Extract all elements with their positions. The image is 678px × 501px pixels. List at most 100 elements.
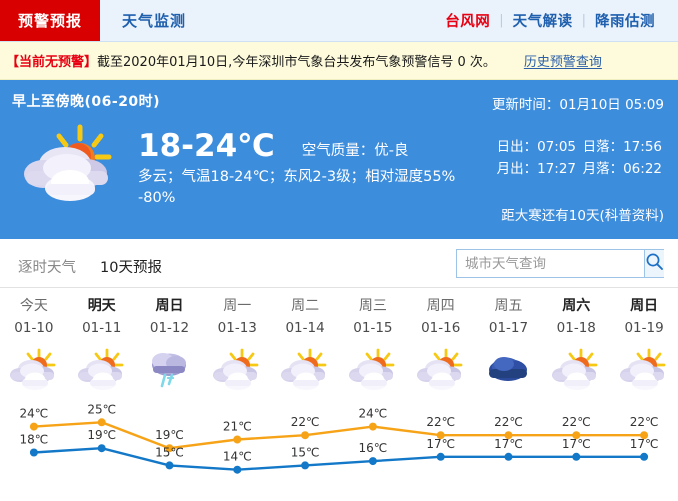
- sunset-time: 日落：17:56: [582, 139, 662, 155]
- current-weather-panel: 早上至傍晚(06-20时): [0, 80, 678, 239]
- nav-link-rain-estimation[interactable]: 降雨估测: [595, 14, 655, 30]
- forecast-icon-row: [0, 346, 678, 398]
- forecast-day-header[interactable]: 周二 01-14: [271, 296, 339, 344]
- low-temp-label: 19℃: [87, 428, 116, 442]
- forecast-date: 01-15: [353, 319, 393, 336]
- forecast-weekday: 周二: [291, 298, 320, 314]
- forecast-weekday: 周四: [426, 298, 455, 314]
- sunrise-time: 日出：07:05: [496, 139, 576, 155]
- nav-link-typhoon[interactable]: 台风网: [445, 14, 491, 30]
- forecast-icon-cell: [203, 346, 271, 398]
- low-temp-point[interactable]: [165, 461, 174, 470]
- forecast-day-header[interactable]: 周一 01-13: [203, 296, 271, 344]
- low-temp-label: 15℃: [155, 445, 184, 459]
- nav-separator: |: [499, 13, 504, 28]
- forecast-day-headers: 今天 01-10 明天 01-11 周日 01-12 周一 01-13 周二 01-14 周三 01-…: [0, 296, 678, 344]
- tab-hourly-weather[interactable]: 逐时天气: [18, 260, 76, 276]
- sun-moon-times: 日出：07:05 日落：17:56 月出：17:27 月落：06:22: [497, 136, 662, 180]
- low-temp-line: [33, 447, 645, 471]
- high-temp-point[interactable]: [436, 431, 445, 440]
- forecast-icon-cell: [0, 346, 68, 398]
- high-temp-point[interactable]: [29, 422, 38, 431]
- air-quality-label: 空气质量：: [301, 142, 375, 159]
- low-temp-label: 17℃: [426, 437, 455, 451]
- alert-message: 截至2020年01月10日,今年深圳市气象台共发布气象预警信号 0 次。: [97, 55, 496, 70]
- forecast-day-header[interactable]: 周日 01-19: [610, 296, 678, 344]
- sun-behind-cloud-icon: [347, 348, 399, 396]
- search-button[interactable]: [644, 250, 664, 277]
- sun-behind-cloud-icon: [279, 348, 331, 396]
- nav-tab-weather-monitor-label: 天气监测: [122, 12, 187, 30]
- high-temp-point[interactable]: [640, 431, 649, 440]
- forecast-weekday: 今天: [19, 298, 48, 314]
- forecast-day-header[interactable]: 周六 01-18: [542, 296, 610, 344]
- high-temp-label: 22℃: [562, 415, 591, 429]
- low-temp-point[interactable]: [640, 452, 649, 461]
- air-quality-value: 优-良: [374, 142, 409, 159]
- alert-history-link[interactable]: 历史预警查询: [523, 55, 602, 70]
- high-temp-point[interactable]: [504, 431, 513, 440]
- forecast-day-header[interactable]: 今天 01-10: [0, 296, 68, 344]
- nav-tab-weather-monitor[interactable]: 天气监测: [100, 0, 208, 41]
- low-temp-label: 16℃: [359, 441, 388, 455]
- forecast-icon-cell: [542, 346, 610, 398]
- high-temp-label: 22℃: [494, 415, 523, 429]
- low-temp-point[interactable]: [29, 448, 38, 457]
- alert-status-badge: 【当前无预警】: [6, 55, 98, 70]
- low-temp-label: 14℃: [223, 450, 252, 464]
- sun-behind-cloud-icon: [18, 124, 122, 202]
- low-temp-point[interactable]: [368, 457, 377, 466]
- forecast-icon-cell: [68, 346, 136, 398]
- forecast-weekday: 周六: [562, 298, 591, 314]
- low-temp-point[interactable]: [436, 452, 445, 461]
- nav-tab-warning-forecast[interactable]: 预警预报: [0, 0, 100, 41]
- high-temp-point[interactable]: [165, 444, 174, 453]
- current-description: 多云；气温18-24℃；东风2-3级；相对湿度55%-80%: [138, 169, 456, 206]
- forecast-day-header[interactable]: 周三 01-15: [339, 296, 407, 344]
- high-temp-label: 22℃: [426, 415, 455, 429]
- current-temperature: 18-24℃: [138, 128, 275, 164]
- forecast-icon-cell: [407, 346, 475, 398]
- high-temp-point[interactable]: [97, 418, 106, 427]
- forecast-weekday: 周日: [630, 298, 659, 314]
- low-temp-label: 15℃: [291, 445, 320, 459]
- search-icon: [645, 252, 664, 275]
- high-temp-point[interactable]: [368, 422, 377, 431]
- forecast-weekday: 周日: [155, 298, 184, 314]
- forecast-date: 01-13: [217, 319, 257, 336]
- solar-term-countdown[interactable]: 距大寒还有10天(科普资料): [501, 208, 664, 224]
- forecast-day-header[interactable]: 明天 01-11: [68, 296, 136, 344]
- update-time: 更新时间：01月10日 05:09: [491, 97, 664, 113]
- ten-day-forecast: 今天 01-10 明天 01-11 周日 01-12 周一 01-13 周二 01-14 周三 01-…: [0, 288, 678, 499]
- search-input[interactable]: [457, 250, 644, 277]
- forecast-date: 01-17: [488, 319, 529, 336]
- high-temp-point[interactable]: [233, 435, 242, 444]
- low-temp-label: 17℃: [562, 437, 591, 451]
- air-quality: 空气质量：优-良: [302, 139, 409, 160]
- high-temp-label: 19℃: [155, 428, 184, 442]
- forecast-icon-cell: [610, 346, 678, 398]
- forecast-icon-cell: [339, 346, 407, 398]
- forecast-icon-cell: [475, 346, 543, 398]
- nav-tab-warning-forecast-label: 预警预报: [17, 12, 82, 30]
- low-temp-point[interactable]: [572, 452, 581, 461]
- forecast-day-header[interactable]: 周四 01-16: [407, 296, 475, 344]
- low-temp-point[interactable]: [97, 444, 106, 453]
- forecast-day-header[interactable]: 周日 01-12: [136, 296, 204, 344]
- nav-link-weather-interpretation[interactable]: 天气解读: [512, 14, 573, 30]
- moonset-time: 月落：06:22: [582, 161, 662, 177]
- high-temp-point[interactable]: [572, 431, 581, 440]
- low-temp-point[interactable]: [233, 465, 242, 474]
- moonrise-time: 月出：17:27: [496, 161, 576, 177]
- high-temp-point[interactable]: [301, 431, 310, 440]
- forecast-weekday: 周三: [358, 298, 387, 314]
- low-temp-point[interactable]: [301, 461, 310, 470]
- forecast-day-header[interactable]: 周五 01-17: [475, 296, 543, 344]
- astronomy-info: 更新时间：01月10日 05:09 日出：07:05 日落：17:56 月出：17…: [446, 80, 664, 239]
- forecast-weekday: 周五: [494, 298, 523, 314]
- sun-behind-cloud-icon: [618, 348, 670, 396]
- low-temp-point[interactable]: [504, 452, 513, 461]
- tab-ten-day-forecast[interactable]: 10天预报: [97, 256, 165, 293]
- high-temp-label: 24℃: [20, 407, 49, 421]
